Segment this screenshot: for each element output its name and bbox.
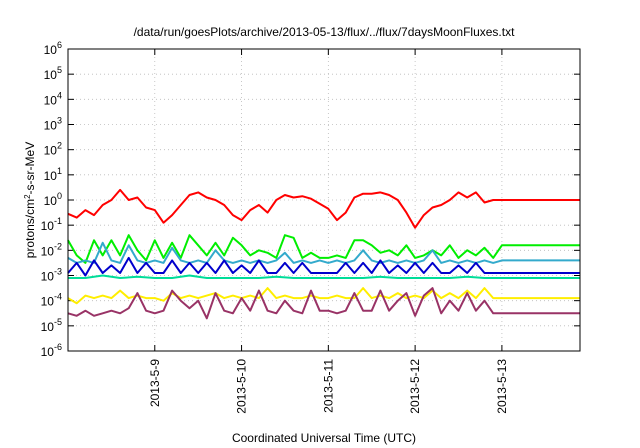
- x-tick-label: 2013-5-13: [495, 359, 509, 414]
- y-tick-base: 10: [41, 270, 55, 284]
- y-tick-exponent: -5: [54, 317, 62, 327]
- y-tick-exponent: 1: [57, 166, 62, 176]
- y-tick-label: 10-1: [41, 216, 62, 233]
- y-tick-label: 105: [44, 65, 62, 82]
- series-line: [67, 188, 580, 229]
- series-line: [67, 287, 580, 305]
- y-axis-label-sup: 2: [23, 194, 32, 199]
- chart-title: /data/run/goesPlots/archive/2013-05-13/f…: [134, 25, 516, 39]
- y-tick-exponent: 2: [57, 141, 62, 151]
- y-axis-label-prefix: protons/cm: [23, 199, 37, 258]
- grid-lines: [68, 49, 580, 351]
- y-tick-base: 10: [44, 194, 58, 208]
- series-line: [67, 287, 580, 320]
- y-tick-base: 10: [44, 169, 58, 183]
- y-tick-label: 10-3: [41, 267, 62, 284]
- series-lines: [67, 188, 580, 320]
- y-tick-label: 100: [44, 191, 62, 208]
- x-axis-ticks: 2013-5-9 2013-5-10 2013-5-11 2013-5-12 2013-…: [148, 49, 509, 414]
- y-tick-exponent: 0: [57, 191, 62, 201]
- y-tick-label: 10-4: [41, 292, 62, 309]
- y-tick-exponent: -3: [54, 267, 62, 277]
- y-tick-base: 10: [41, 244, 55, 258]
- y-tick-exponent: 4: [57, 90, 62, 100]
- y-tick-base: 10: [41, 320, 55, 334]
- y-tick-base: 10: [44, 43, 58, 57]
- y-tick-exponent: -1: [54, 216, 62, 226]
- y-tick-base: 10: [41, 345, 55, 359]
- x-axis-label: Coordinated Universal Time (UTC): [232, 431, 416, 445]
- series-line: [67, 256, 580, 277]
- y-tick-label: 10-2: [41, 241, 62, 258]
- y-tick-base: 10: [44, 119, 58, 133]
- series-line: [67, 241, 580, 264]
- y-tick-label: 103: [44, 116, 62, 133]
- series-line: [68, 274, 580, 279]
- y-tick-exponent: 5: [57, 65, 62, 75]
- y-tick-base: 10: [41, 295, 55, 309]
- y-tick-base: 10: [41, 219, 55, 233]
- y-tick-label: 10-5: [41, 317, 62, 334]
- y-tick-base: 10: [44, 144, 58, 158]
- y-tick-label: 101: [44, 166, 62, 183]
- plot-frame: [67, 48, 581, 352]
- y-axis-label: protons/cm2-s-sr-MeV: [23, 142, 38, 258]
- y-tick-label: 104: [44, 90, 62, 107]
- y-tick-label: 102: [44, 141, 62, 158]
- x-tick-label: 2013-5-9: [148, 359, 162, 407]
- y-tick-base: 10: [44, 93, 58, 107]
- x-tick-label: 2013-5-10: [235, 359, 249, 414]
- y-tick-label: 106: [44, 40, 62, 57]
- x-tick-label: 2013-5-12: [408, 359, 422, 414]
- y-axis-ticks: 10610510410310210110010-110-210-310-410-…: [41, 40, 580, 359]
- y-tick-base: 10: [44, 68, 58, 82]
- y-tick-exponent: -2: [54, 241, 62, 251]
- y-axis-label-suffix: -s-sr-MeV: [23, 142, 37, 195]
- y-tick-exponent: -4: [54, 292, 62, 302]
- y-tick-exponent: -6: [54, 342, 62, 352]
- y-tick-exponent: 6: [57, 40, 62, 50]
- y-tick-label: 10-6: [41, 342, 62, 359]
- y-tick-exponent: 3: [57, 116, 62, 126]
- x-tick-label: 2013-5-11: [321, 359, 335, 413]
- series-line: [67, 234, 580, 264]
